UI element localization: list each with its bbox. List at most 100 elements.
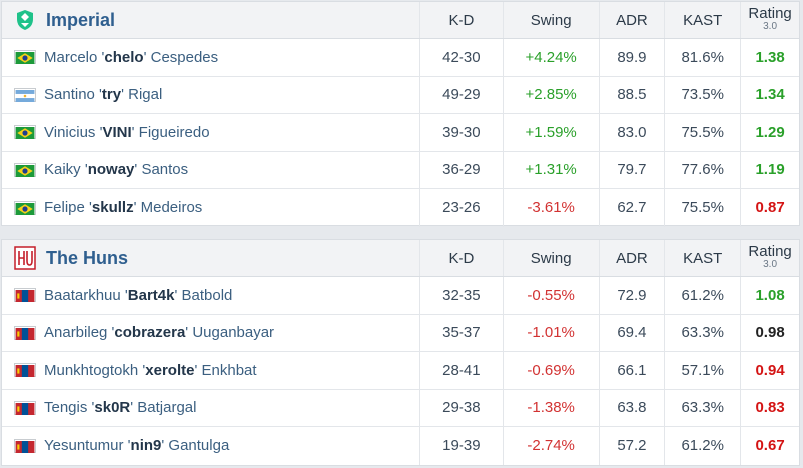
rating-value: 1.29 (740, 114, 799, 151)
swing-value: -0.55% (502, 277, 599, 314)
table-header: Imperial K-D Swing ADR KAST Rating 3.0 (2, 2, 799, 39)
table-row: Anarbileg 'cobrazera' Uuganbayar 35-37 -1.… (2, 314, 799, 352)
player-first-name: Tengis ' (44, 399, 95, 417)
player-name-link[interactable]: Vinicius 'VINI' Figueiredo (44, 124, 210, 141)
adr-value: 66.1 (598, 352, 665, 389)
team-header: Imperial (2, 2, 419, 38)
kast-value: 75.5% (664, 114, 740, 151)
rating-value: 0.87 (740, 189, 799, 227)
player-name-link[interactable]: Munkhtogtokh 'xerolte' Enkhbat (44, 362, 257, 379)
brazil-flag-icon (14, 50, 36, 65)
swing-column-header[interactable]: Swing (502, 2, 599, 38)
adr-value: 83.0 (598, 114, 665, 151)
kast-column-header[interactable]: KAST (664, 240, 740, 276)
player-nickname: cobrazera (114, 324, 186, 342)
imperial-logo-icon (14, 8, 36, 32)
kast-value: 61.2% (664, 427, 740, 465)
brazil-flag-icon (14, 162, 36, 177)
player-name-link[interactable]: Marcelo 'chelo' Cespedes (44, 49, 218, 66)
player-last-name: ' Figueiredo (131, 123, 210, 141)
adr-value: 63.8 (598, 389, 665, 426)
player-nickname: xerolte (145, 361, 195, 379)
adr-value: 69.4 (598, 314, 665, 351)
player-nickname: try (101, 86, 122, 104)
player-nickname: noway (87, 161, 135, 179)
adr-column-header[interactable]: ADR (598, 240, 665, 276)
kast-value: 75.5% (664, 189, 740, 227)
table-row: Yesuntumur 'nin9' Gantulga 19-39 -2.74% 57.… (2, 427, 799, 465)
player-name-link[interactable]: Tengis 'sk0R' Batjargal (44, 399, 196, 416)
rating-label: Rating (748, 243, 792, 260)
swing-value: -1.01% (502, 314, 599, 351)
kast-value: 77.6% (664, 151, 740, 188)
player-last-name: ' Santos (134, 161, 189, 179)
player-name-link[interactable]: Kaiky 'noway' Santos (44, 161, 188, 178)
player-nickname: nin9 (130, 437, 162, 455)
kast-value: 61.2% (664, 277, 740, 314)
kd-value: 39-30 (418, 114, 503, 151)
player-name-link[interactable]: Baatarkhuu 'Bart4k' Batbold (44, 287, 232, 304)
rating-value: 1.34 (740, 76, 799, 113)
player-first-name: Marcelo ' (44, 48, 105, 66)
player-last-name: ' Rigal (121, 86, 163, 104)
rating-version: 3.0 (763, 21, 778, 32)
team-name[interactable]: The Huns (46, 247, 129, 268)
adr-column-header[interactable]: ADR (598, 2, 665, 38)
player-name-link[interactable]: Yesuntumur 'nin9' Gantulga (44, 437, 229, 454)
kd-value: 35-37 (418, 314, 503, 351)
player-first-name: Yesuntumur ' (44, 437, 131, 455)
mongolia-flag-icon (14, 363, 36, 378)
table-row: Vinicius 'VINI' Figueiredo 39-30 +1.59% 83.… (2, 114, 799, 152)
kast-value: 63.3% (664, 389, 740, 426)
table-row: Tengis 'sk0R' Batjargal 29-38 -1.38% 63.8 63… (2, 389, 799, 427)
player-cell: Tengis 'sk0R' Batjargal (2, 390, 419, 427)
player-last-name: ' Gantulga (161, 437, 230, 455)
player-cell: Vinicius 'VINI' Figueiredo (2, 114, 419, 151)
table-row: Munkhtogtokh 'xerolte' Enkhbat 28-41 -0.69… (2, 352, 799, 390)
adr-value: 72.9 (598, 277, 665, 314)
rating-column-header[interactable]: Rating 3.0 (740, 2, 799, 38)
kd-value: 19-39 (418, 427, 503, 465)
kd-value: 49-29 (418, 76, 503, 113)
adr-value: 89.9 (598, 39, 665, 76)
rating-value: 1.08 (740, 277, 799, 314)
brazil-flag-icon (14, 125, 36, 140)
player-last-name: ' Enkhbat (194, 361, 257, 379)
player-name-link[interactable]: Anarbileg 'cobrazera' Uuganbayar (44, 324, 274, 341)
player-name-link[interactable]: Santino 'try' Rigal (44, 86, 162, 103)
swing-value: -1.38% (502, 389, 599, 426)
player-cell: Anarbileg 'cobrazera' Uuganbayar (2, 315, 419, 352)
the-huns-logo-icon (14, 246, 36, 270)
player-cell: Baatarkhuu 'Bart4k' Batbold (2, 277, 419, 314)
player-nickname: Bart4k (127, 286, 175, 304)
team-name[interactable]: Imperial (46, 9, 116, 30)
player-name-link[interactable]: Felipe 'skullz' Medeiros (44, 199, 202, 216)
adr-value: 88.5 (598, 76, 665, 113)
kast-value: 81.6% (664, 39, 740, 76)
table-header: The Huns K-D Swing ADR KAST Rating 3.0 (2, 240, 799, 277)
kast-column-header[interactable]: KAST (664, 2, 740, 38)
table-row: Marcelo 'chelo' Cespedes 42-30 +4.24% 89.9 8… (2, 39, 799, 77)
rating-label: Rating (748, 5, 792, 22)
kd-column-header[interactable]: K-D (418, 2, 503, 38)
adr-value: 79.7 (598, 151, 665, 188)
player-last-name: ' Batjargal (130, 399, 197, 417)
player-nickname: chelo (104, 48, 144, 66)
swing-value: +1.31% (502, 151, 599, 188)
kd-value: 32-35 (418, 277, 503, 314)
table-row: Felipe 'skullz' Medeiros 23-26 -3.61% 62.7 7… (2, 189, 799, 227)
mongolia-flag-icon (14, 400, 36, 415)
rating-value: 0.98 (740, 314, 799, 351)
player-cell: Felipe 'skullz' Medeiros (2, 189, 419, 227)
swing-value: -0.69% (502, 352, 599, 389)
adr-value: 62.7 (598, 189, 665, 227)
table-row: Kaiky 'noway' Santos 36-29 +1.31% 79.7 77.6%… (2, 151, 799, 189)
kast-value: 57.1% (664, 352, 740, 389)
kd-column-header[interactable]: K-D (418, 240, 503, 276)
swing-value: +2.85% (502, 76, 599, 113)
swing-column-header[interactable]: Swing (502, 240, 599, 276)
player-first-name: Vinicius ' (44, 123, 103, 141)
mongolia-flag-icon (14, 288, 36, 303)
rating-column-header[interactable]: Rating 3.0 (740, 240, 799, 276)
rating-value: 1.38 (740, 39, 799, 76)
